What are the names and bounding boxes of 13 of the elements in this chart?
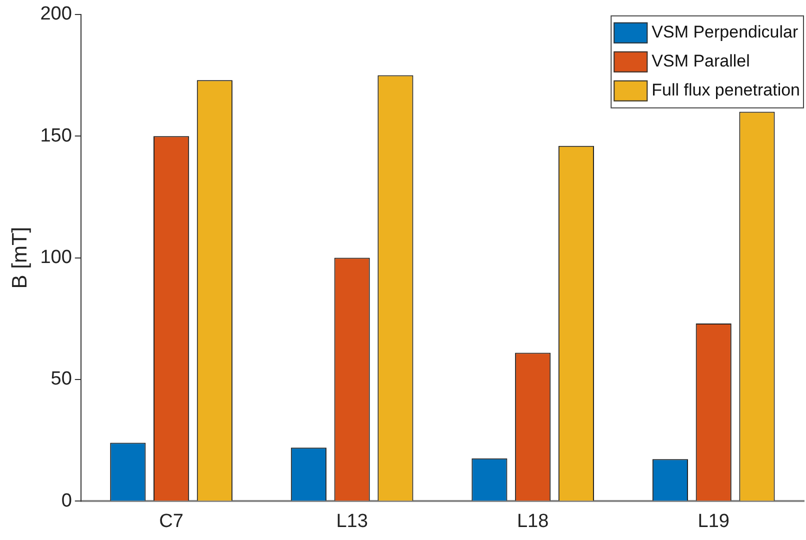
y-tick-label: 50 (50, 368, 72, 390)
legend-label: VSM Perpendicular (652, 22, 798, 42)
y-axis-title: B [mT] (8, 226, 32, 289)
y-tick-label: 0 (61, 490, 72, 512)
y-tick-label: 200 (40, 4, 72, 25)
legend-label: Full flux penetration (652, 80, 800, 100)
x-tick-label: C7 (159, 510, 184, 532)
x-tick-label: L19 (698, 510, 730, 532)
x-tick-label: L18 (516, 510, 549, 532)
x-tick-label: L13 (336, 510, 368, 532)
y-tick-label: 150 (40, 125, 72, 146)
y-tick-label: 100 (40, 247, 72, 268)
legend-label: VSM Parallel (652, 52, 750, 71)
